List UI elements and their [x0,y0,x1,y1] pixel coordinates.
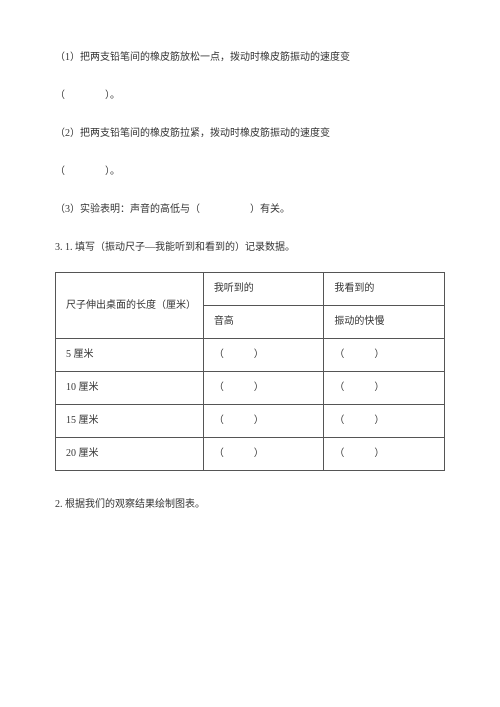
row-header: 尺子伸出桌面的长度（厘米） [56,273,204,339]
row-seen-cell: （ ） [324,339,445,372]
row-heard-cell: （ ） [203,339,324,372]
table-row: 15 厘米 （ ） （ ） [56,405,445,438]
row-len: 20 厘米 [56,438,204,471]
row-len: 15 厘米 [56,405,204,438]
col-seen: 我看到的 [324,273,445,306]
data-table: 尺子伸出桌面的长度（厘米） 我听到的 我看到的 音高 振动的快慢 5 厘米 （ … [55,272,445,471]
row-len: 5 厘米 [56,339,204,372]
row-heard-cell: （ ） [203,438,324,471]
section-3-heading: 3. 1. 填写（振动尺子—我能听到和看到的）记录数据。 [55,240,445,256]
question-3-prefix: （3）实验表明：声音的高低与（ [55,204,200,215]
col-heard: 我听到的 [203,273,324,306]
row-heard-cell: （ ） [203,405,324,438]
table-row: 5 厘米 （ ） （ ） [56,339,445,372]
question-2-text: （2）把两支铅笔间的橡皮筋拉紧，拨动时橡皮筋振动的速度变 [55,126,445,142]
row-len: 10 厘米 [56,372,204,405]
question-3: （3）实验表明：声音的高低与（ ）有关。 [55,202,445,218]
question-3-suffix: ）有关。 [250,204,290,215]
question-3-blank [200,202,250,218]
row-seen-cell: （ ） [324,438,445,471]
sub-heard: 音高 [203,306,324,339]
question-1-blank: （ ）。 [55,88,445,104]
section-3-footer: 2. 根据我们的观察结果绘制图表。 [55,497,445,513]
table-header-row-1: 尺子伸出桌面的长度（厘米） 我听到的 我看到的 [56,273,445,306]
row-heard-cell: （ ） [203,372,324,405]
row-seen-cell: （ ） [324,405,445,438]
question-1-text: （1）把两支铅笔间的橡皮筋放松一点，拨动时橡皮筋振动的速度变 [55,50,445,66]
question-2-blank: （ ）。 [55,164,445,180]
table-row: 10 厘米 （ ） （ ） [56,372,445,405]
row-seen-cell: （ ） [324,372,445,405]
sub-seen: 振动的快慢 [324,306,445,339]
table-row: 20 厘米 （ ） （ ） [56,438,445,471]
